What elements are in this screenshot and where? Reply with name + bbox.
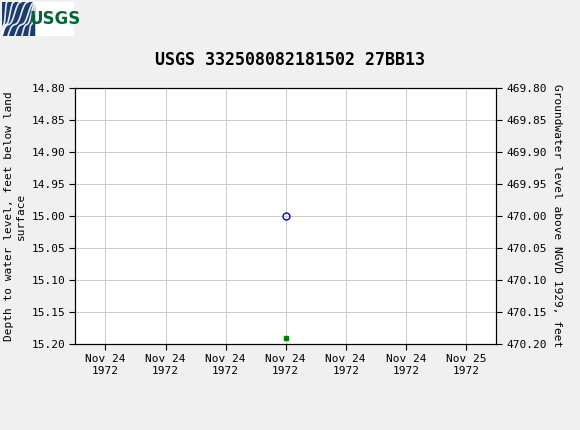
Bar — [2, 2, 74, 36]
Text: USGS: USGS — [30, 10, 81, 28]
Y-axis label: Groundwater level above NGVD 1929, feet: Groundwater level above NGVD 1929, feet — [552, 84, 563, 348]
Y-axis label: Depth to water level, feet below land
surface: Depth to water level, feet below land su… — [4, 91, 26, 341]
Text: USGS 332508082181502 27BB13: USGS 332508082181502 27BB13 — [155, 51, 425, 69]
Bar — [2, 2, 36, 36]
